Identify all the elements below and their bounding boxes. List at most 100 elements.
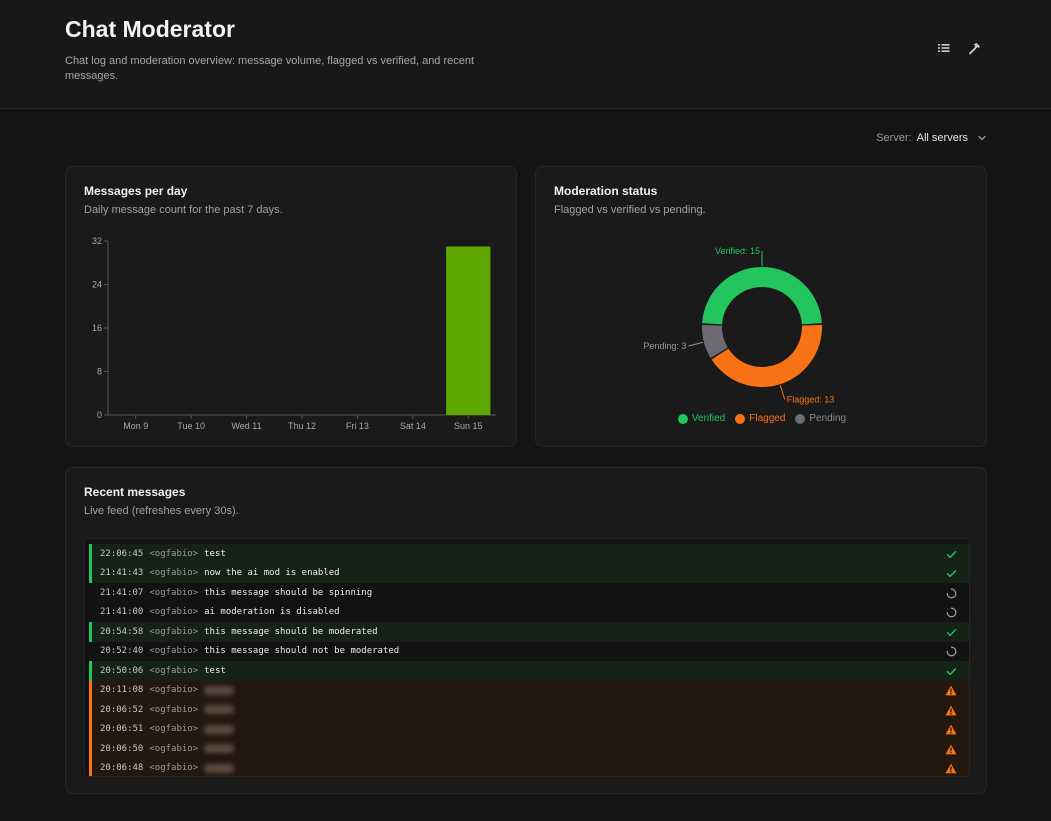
- message-user: <ogfabio>: [149, 646, 199, 657]
- check-icon: [945, 568, 957, 580]
- moderation-status-card: Moderation status Flagged vs verified vs…: [535, 166, 987, 447]
- message-user: <ogfabio>: [149, 587, 199, 598]
- message-text: this message should be moderated: [204, 626, 378, 637]
- warning-icon: [945, 743, 957, 755]
- app-header: Chat Moderator Chat log and moderation o…: [0, 0, 1051, 109]
- server-filter-value: All servers: [916, 132, 968, 144]
- message-row[interactable]: 20:06:48 <ogfabio>: [89, 758, 969, 776]
- warning-icon: [945, 685, 957, 697]
- message-row[interactable]: 21:41:00 <ogfabio> ai moderation is disabl…: [89, 603, 969, 623]
- blurred-message-text: [204, 744, 235, 754]
- warning-icon: [945, 704, 957, 716]
- spinner-icon: [945, 587, 957, 599]
- message-log[interactable]: 22:06:45 <ogfabio> test 21:41:43 <ogfabio> no…: [84, 538, 970, 777]
- message-user: <ogfabio>: [149, 626, 199, 637]
- message-row[interactable]: 20:52:40 <ogfabio> this message should not…: [89, 642, 969, 662]
- y-tick-label: 0: [97, 410, 102, 420]
- message-time: 20:54:58: [100, 626, 144, 637]
- blurred-message-text: [204, 763, 235, 773]
- blurred-message-text: [204, 705, 235, 715]
- y-tick-label: 32: [92, 236, 102, 246]
- card-title: Messages per day: [84, 184, 188, 198]
- messages-bar-chart: 0 8 16 24 32 Mon 9 Tue 10 Wed 11 Thu 12 Fri 13 Sat…: [92, 236, 496, 431]
- card-title: Recent messages: [84, 485, 186, 499]
- card-subtitle: Live feed (refreshes every 30s).: [84, 505, 239, 517]
- x-tick-label: Sun 15: [454, 421, 483, 431]
- message-row[interactable]: 20:54:58 <ogfabio> this message should be …: [89, 622, 969, 642]
- warning-icon: [945, 763, 957, 775]
- slice-leader-line: [779, 385, 786, 400]
- legend-label: Pending: [809, 413, 847, 424]
- message-row[interactable]: 20:50:06 <ogfabio> test: [89, 661, 969, 681]
- slice-label: Verified: 15: [715, 246, 760, 256]
- message-row[interactable]: 21:41:07 <ogfabio> this message should be …: [89, 583, 969, 603]
- message-text: this message should not be moderated: [204, 646, 400, 657]
- donut-slice-flagged[interactable]: [711, 324, 822, 387]
- legend-label: Flagged: [749, 413, 786, 424]
- legend-swatch: [795, 413, 806, 424]
- x-tick-label: Wed 11: [231, 421, 261, 431]
- blurred-message-text: [204, 685, 235, 695]
- card-subtitle: Daily message count for the past 7 days.: [84, 204, 283, 216]
- message-time: 20:52:40: [100, 646, 144, 657]
- y-tick-label: 24: [92, 280, 102, 290]
- check-icon: [945, 665, 957, 677]
- bar[interactable]: [446, 246, 491, 415]
- spinner-icon: [945, 607, 957, 619]
- warning-icon: [945, 724, 957, 736]
- chart-legend: Verified Flagged Pending: [536, 413, 988, 424]
- spinner-icon: [945, 646, 957, 658]
- page-subtitle: Chat log and moderation overview: messag…: [65, 55, 475, 82]
- slice-label: Pending: 3: [643, 341, 686, 351]
- page-title: Chat Moderator: [65, 16, 235, 42]
- server-filter-label: Server:: [876, 132, 912, 144]
- message-user: <ogfabio>: [149, 607, 199, 618]
- message-text: test: [204, 548, 226, 559]
- message-time: 20:06:50: [100, 743, 144, 754]
- server-filter-dropdown[interactable]: Server: All servers: [876, 132, 987, 144]
- message-user: <ogfabio>: [149, 724, 199, 735]
- x-tick-label: Tue 10: [177, 421, 205, 431]
- donut-slice-pending[interactable]: [702, 324, 728, 358]
- message-user: <ogfabio>: [149, 548, 199, 559]
- message-time: 22:06:45: [100, 548, 144, 559]
- legend-item-flagged[interactable]: Flagged: [735, 413, 785, 424]
- message-row[interactable]: 20:11:08 <ogfabio>: [89, 680, 969, 700]
- blurred-message-text: [204, 724, 235, 734]
- slice-label: Flagged: 13: [787, 395, 835, 405]
- message-user: <ogfabio>: [149, 763, 199, 774]
- donut-slice-verified[interactable]: [702, 266, 822, 325]
- x-tick-label: Mon 9: [123, 421, 148, 431]
- check-icon: [945, 548, 957, 560]
- message-time: 20:11:08: [100, 685, 144, 696]
- legend-swatch: [677, 413, 688, 424]
- message-row[interactable]: 20:06:52 <ogfabio>: [89, 700, 969, 720]
- x-tick-label: Thu 12: [288, 421, 316, 431]
- hammer-icon[interactable]: [966, 40, 982, 56]
- card-subtitle: Flagged vs verified vs pending.: [554, 204, 706, 216]
- message-text: this message should be spinning: [204, 587, 373, 598]
- y-tick-label: 16: [92, 323, 102, 333]
- legend-item-verified[interactable]: Verified: [677, 413, 726, 424]
- message-row[interactable]: 22:06:45 <ogfabio> test: [89, 544, 969, 564]
- card-title: Moderation status: [554, 184, 658, 198]
- check-icon: [945, 626, 957, 638]
- message-user: <ogfabio>: [149, 665, 199, 676]
- legend-item-pending[interactable]: Pending: [795, 413, 846, 424]
- message-time: 21:41:07: [100, 587, 144, 598]
- message-row[interactable]: 20:06:50 <ogfabio>: [89, 739, 969, 759]
- message-time: 20:06:51: [100, 724, 144, 735]
- moderation-donut-chart: Verified: 15 Flagged: 13 Pending: 3: [643, 246, 835, 405]
- list-icon[interactable]: [936, 40, 952, 56]
- message-user: <ogfabio>: [149, 568, 199, 579]
- legend-swatch: [735, 413, 746, 424]
- legend-label: Verified: [691, 413, 726, 424]
- message-row[interactable]: 20:06:51 <ogfabio>: [89, 719, 969, 739]
- message-user: <ogfabio>: [149, 704, 199, 715]
- message-time: 21:41:00: [100, 607, 144, 618]
- chevron-down-icon: [978, 135, 986, 141]
- x-tick-label: Fri 13: [346, 421, 369, 431]
- message-row[interactable]: 21:41:43 <ogfabio> now the ai mod is enabl…: [89, 563, 969, 583]
- message-text: test: [204, 665, 226, 676]
- recent-messages-card: Recent messages Live feed (refreshes eve…: [65, 467, 987, 794]
